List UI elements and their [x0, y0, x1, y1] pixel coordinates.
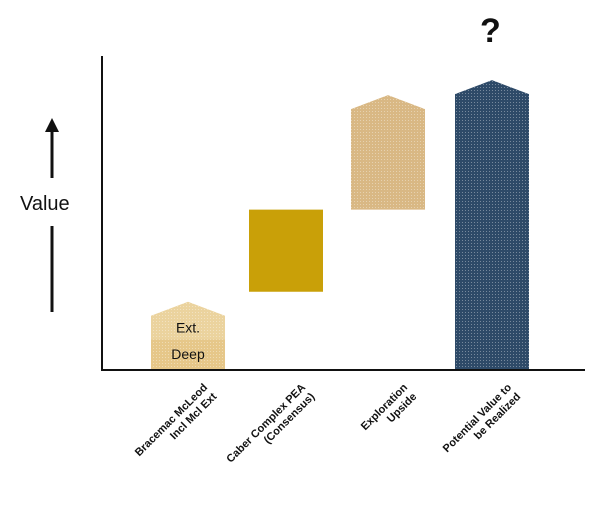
bar-0-segment-0-texture: [151, 339, 225, 369]
bar-0-segment-0-label: Deep: [171, 346, 205, 362]
bar-0-segment-1-label: Ext.: [176, 319, 200, 335]
bar-2-segment-0-texture: [351, 95, 425, 210]
tick-label-1: Caber Complex PEA(Consensus): [224, 382, 317, 466]
question-mark-annotation: ?: [480, 12, 501, 50]
bar-0-segment-1-texture: [151, 301, 225, 340]
tick-label-1-line-0: Caber Complex PEA: [224, 382, 308, 466]
value-arrow-up-head: [45, 118, 59, 132]
bars-group: Deep Ext.: [151, 80, 529, 369]
tick-label-0-line-0: Bracemac McLeod: [133, 382, 210, 459]
y-axis-label: Value: [20, 193, 70, 215]
bar-3-segment-0-texture: [455, 80, 529, 369]
bar-1-segment-0: [249, 209, 323, 292]
